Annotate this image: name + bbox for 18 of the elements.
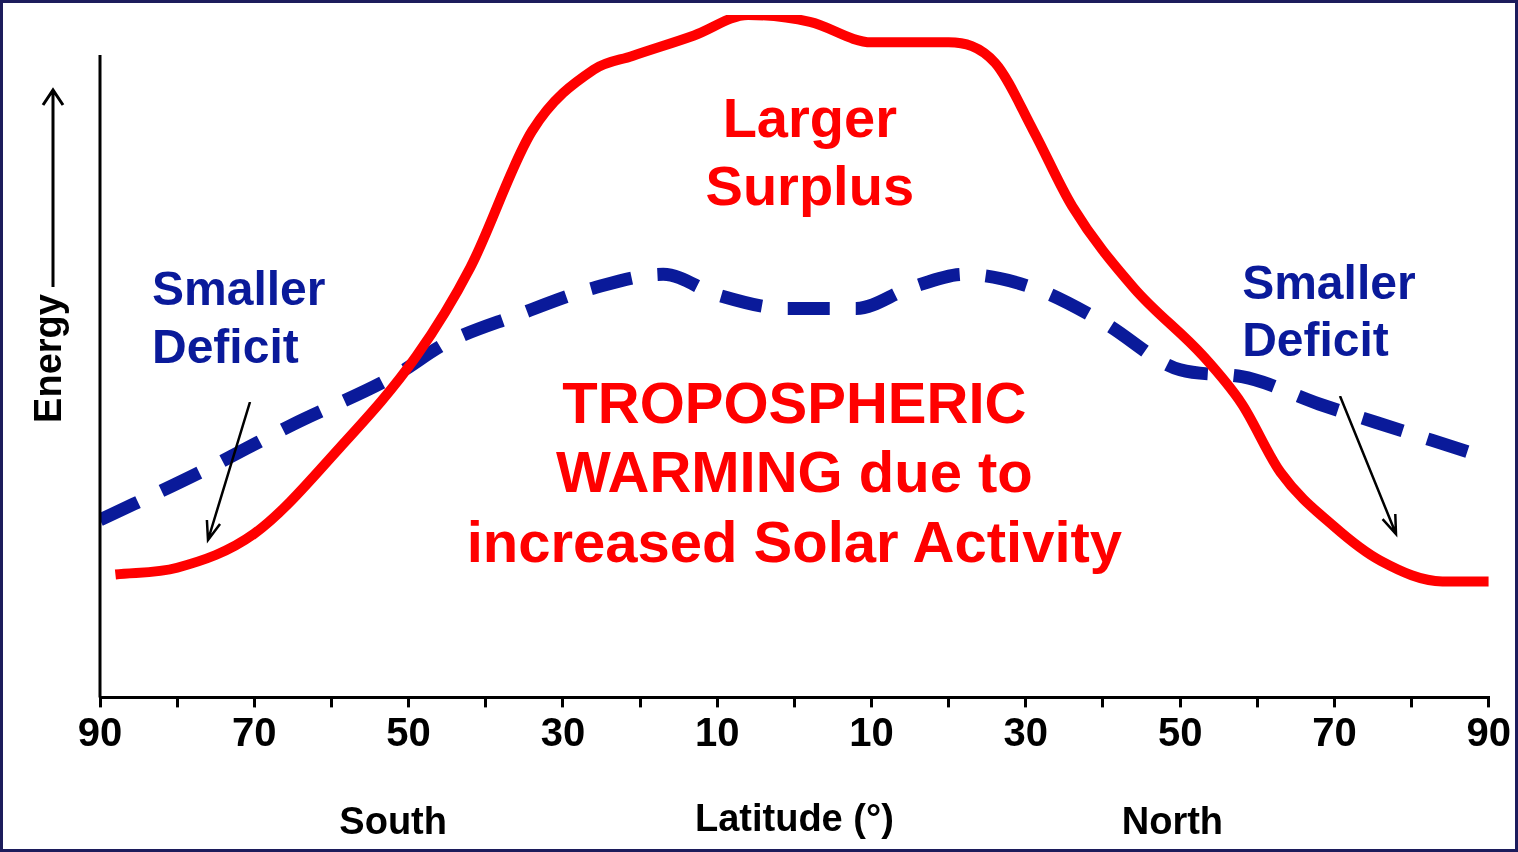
x-tick-label: 30	[540, 710, 586, 755]
x-tick-label: 90	[1466, 710, 1511, 755]
text: South	[338, 799, 448, 844]
x-tick-label: 70	[232, 710, 277, 755]
x-tick-label: 10	[849, 710, 894, 755]
x-tick-label: 90	[77, 710, 123, 755]
text: North	[1120, 799, 1225, 844]
annotation: Smaller Deficit	[1242, 254, 1417, 369]
y-axis-title: Energy	[26, 293, 70, 423]
annotation: Larger Surplus	[704, 85, 916, 219]
x-tick-label: 30	[1003, 710, 1049, 755]
x-tick-label: 50	[1157, 710, 1203, 755]
annotation: TROPOSPHERIC WARMING due to increased Solar Activity	[465, 368, 1124, 576]
x-tick-label: 70	[1312, 710, 1357, 755]
annotation: Smaller Deficit	[152, 261, 327, 376]
x-axis-title: Latitude (°)	[694, 796, 894, 839]
x-tick-label: 10	[694, 710, 740, 755]
x-tick-label: 50	[386, 710, 431, 755]
